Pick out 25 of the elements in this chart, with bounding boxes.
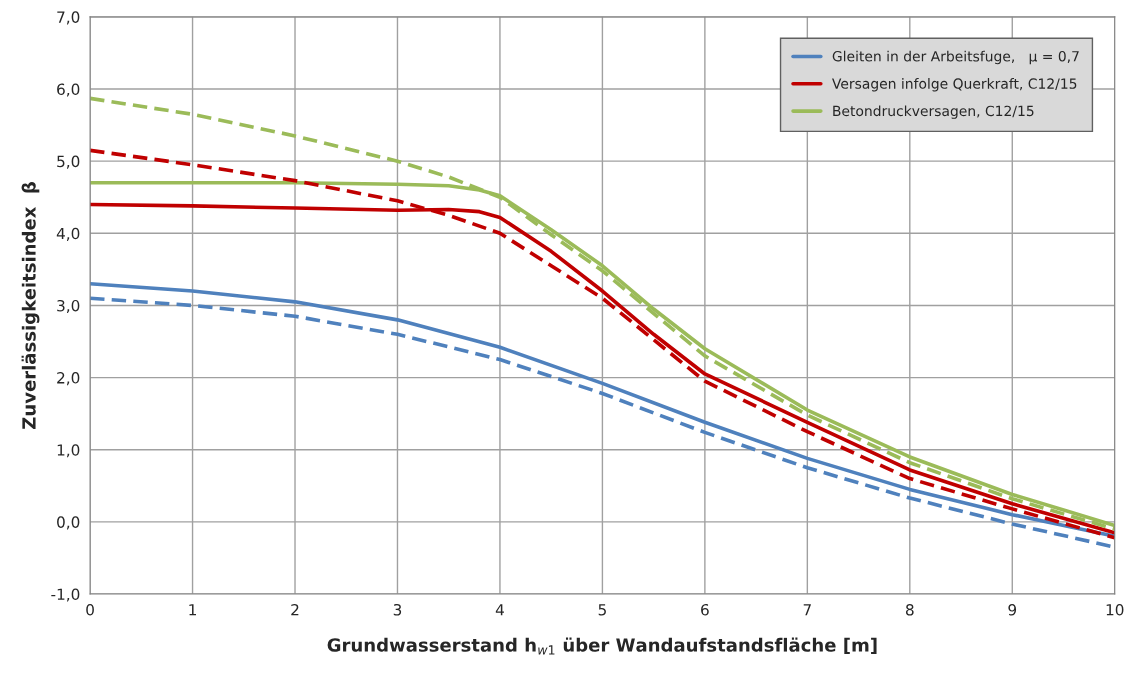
legend-label: Versagen infolge Querkraft, C12/15 [832, 78, 1077, 92]
x-tick-label: 3 [393, 603, 402, 616]
x-tick-label: 10 [1106, 603, 1124, 616]
y-tick-label: 0,0 [57, 516, 80, 530]
y-tick-label: 5,0 [57, 155, 80, 169]
x-tick-label: 1 [189, 604, 196, 616]
x-tick-label: 8 [905, 603, 914, 616]
y-tick-label: 3,0 [57, 299, 80, 314]
y-tick-label: 6,0 [57, 83, 80, 97]
x-tick-label: 0 [86, 603, 94, 616]
y-tick-label: 2,0 [57, 372, 80, 386]
y-tick-label: 4,0 [56, 227, 80, 241]
x-tick-label: 6 [701, 603, 709, 616]
y-tick-label: 7,0 [57, 11, 80, 25]
x-tick-label: 4 [495, 604, 504, 616]
y-axis-title: Zuverlässigkeitsindex β [21, 181, 40, 429]
x-tick-label: 2 [291, 603, 299, 616]
x-tick-label: 7 [803, 604, 811, 616]
legend-label: Gleiten in der Arbeitsfuge, μ = 0,7 [832, 50, 1079, 65]
y-tick-label: 1,0 [57, 444, 80, 458]
x-tick-label: 5 [598, 604, 606, 616]
x-axis-title: Grundwasserstand h$_{w1}$ über Wandaufstandsfläche [m] [327, 637, 877, 655]
x-tick-label: 9 [1008, 603, 1017, 616]
legend-label: Betondruckversagen, C12/15 [833, 105, 1034, 119]
y-tick-label: -1,0 [51, 588, 80, 602]
